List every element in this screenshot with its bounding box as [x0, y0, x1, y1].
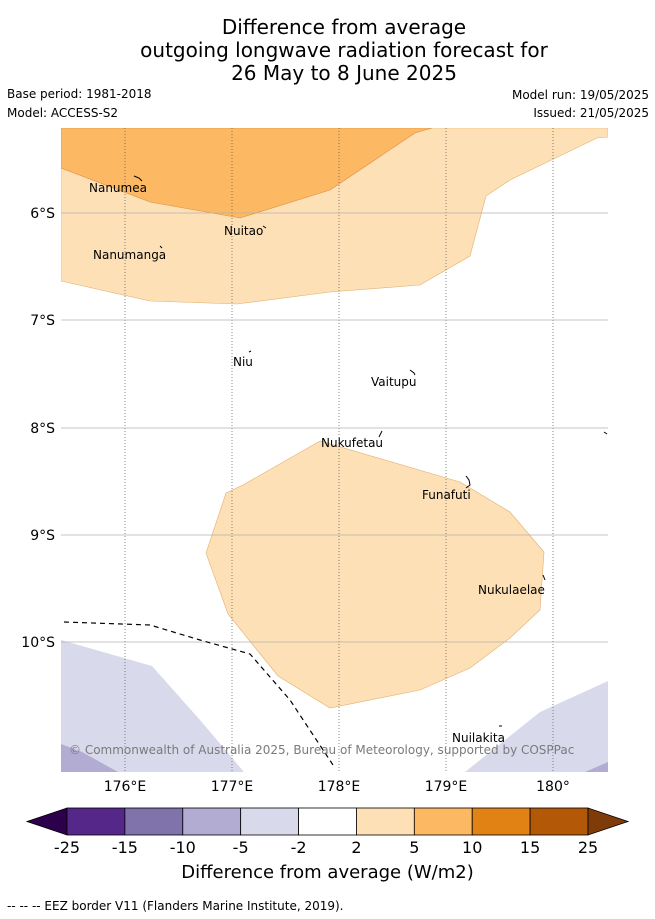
- model-run: Model run: 19/05/2025: [511, 88, 649, 102]
- place-label-nuitao: Nuitao: [224, 224, 263, 238]
- copyright-notice: © Commonwealth of Australia 2025, Bureau…: [69, 743, 574, 757]
- lat-label-8s: 8°S: [30, 421, 55, 437]
- island-shape-nuitao: [262, 225, 267, 229]
- place-label-nanumea: Nanumea: [89, 181, 147, 195]
- colorbar-swatch: [356, 807, 415, 836]
- place-label-niu: Niu: [233, 355, 253, 369]
- lat-label-10s: 10°S: [21, 635, 55, 651]
- anomaly-fields: [61, 128, 608, 772]
- colorbar-tick-label: -5: [232, 838, 249, 857]
- colorbar-tick-label: -10: [169, 838, 196, 857]
- lon-label-179e: 179°E: [425, 779, 468, 795]
- gridlines: [61, 128, 608, 772]
- colorbar-tick-label: -15: [111, 838, 138, 857]
- title-line-3: 26 May to 8 June 2025: [231, 61, 457, 85]
- anomaly-region-negative-5-10-east: [585, 762, 608, 772]
- place-label-nukufetau: Nukufetau: [321, 436, 383, 450]
- lat-label-7s: 7°S: [30, 313, 55, 329]
- colorbar-swatch: [413, 807, 473, 836]
- anomaly-region-central-positive-2-5: [205, 440, 545, 709]
- colorbar-tick-label: 25: [577, 838, 599, 857]
- island-shape-nanumanga: [159, 245, 163, 249]
- colorbar-extend-low: [25, 807, 68, 836]
- island-shape-vaitupu: [409, 369, 416, 376]
- colorbar-swatch: [66, 807, 126, 836]
- colorbar-tick-label: 5: [409, 838, 420, 857]
- colorbar-tick-label: 10: [462, 838, 483, 857]
- colorbar-tick-label: -25: [53, 838, 81, 857]
- colorbar: [25, 807, 630, 836]
- place-label-funafuti: Funafuti: [422, 488, 471, 502]
- colorbar-swatch: [182, 807, 242, 836]
- lat-label-9s: 9°S: [30, 528, 55, 544]
- base-period: Base period: 1981-2018: [7, 87, 152, 101]
- place-label-vaitupu: Vaitupu: [371, 375, 417, 389]
- colorbar-swatch: [240, 807, 299, 836]
- island-shape-niu: [248, 350, 252, 353]
- title-line-1: Difference from average: [221, 15, 467, 39]
- colorbar-swatch: [124, 807, 184, 836]
- lon-label-176e: 176°E: [104, 779, 147, 795]
- colorbar-swatch: [471, 807, 531, 836]
- anomaly-region-negative-5-10-west: [61, 744, 118, 772]
- model-name: Model: ACCESS-S2: [7, 106, 119, 120]
- lon-label-178e: 178°E: [318, 779, 361, 795]
- colorbar-swatch: [529, 807, 589, 836]
- chart-title: Difference from average outgoing longwav…: [0, 16, 655, 85]
- anomaly-region-positive-5-10: [61, 128, 433, 219]
- colorbar-swatch: [298, 807, 357, 836]
- latitude-labels: 6°S 7°S 8°S 9°S 10°S: [21, 206, 55, 651]
- lon-label-180: 180°: [536, 779, 570, 795]
- issued-date: Issued: 21/05/2025: [533, 106, 649, 120]
- place-labels: Nanumea Nuitao Nanumanga Niu Vaitupu Nuk…: [89, 181, 545, 745]
- colorbar-tick-label: 2: [351, 838, 362, 857]
- lat-label-6s: 6°S: [30, 206, 55, 222]
- colorbar-tick-label: 15: [519, 838, 541, 857]
- island-shape-funafuti: [465, 475, 471, 489]
- colorbar-extend-high: [587, 807, 630, 836]
- anomaly-region-negative-2-5-east: [465, 681, 608, 772]
- place-label-nanumanga: Nanumanga: [93, 248, 166, 262]
- island-shape-nanumea: [133, 175, 143, 182]
- longitude-labels: 176°E 177°E 178°E 179°E 180°: [104, 779, 570, 795]
- island-shape-nukufetau: [378, 430, 383, 438]
- island-markers: [133, 175, 608, 727]
- colorbar-tick-label: -2: [290, 838, 307, 857]
- eez-footnote: -- -- -- EEZ border V11 (Flanders Marine…: [7, 899, 344, 913]
- place-label-nukulaelae: Nukulaelae: [478, 583, 545, 597]
- place-label-nuilakita: Nuilakita: [452, 731, 505, 745]
- anomaly-region-negative-2-5-west: [61, 640, 244, 772]
- title-line-2: outgoing longwave radiation forecast for: [140, 38, 548, 62]
- island-shape-nukulaelae: [542, 574, 546, 581]
- colorbar-title: Difference from average (W/m2): [181, 862, 474, 883]
- lon-label-177e: 177°E: [211, 779, 254, 795]
- eez-border: [63, 621, 336, 769]
- island-shape-east-edge: [603, 431, 608, 435]
